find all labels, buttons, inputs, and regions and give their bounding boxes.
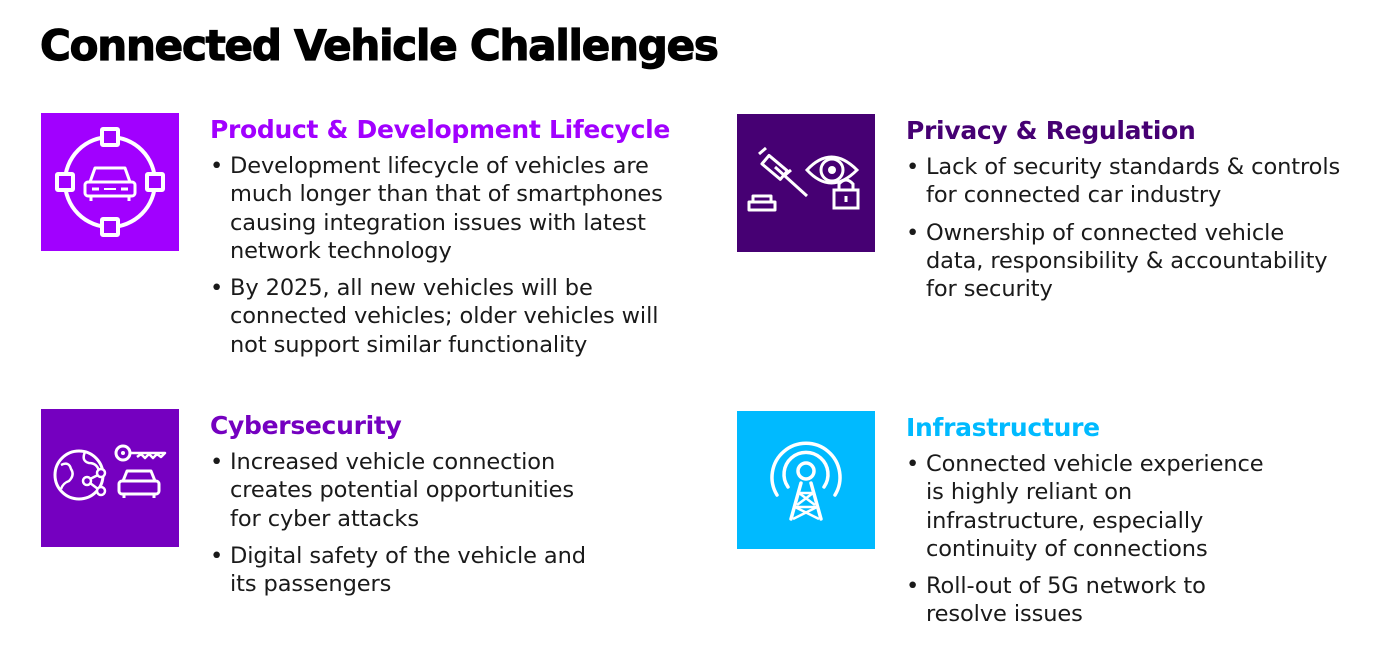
bullet-item: • Lack of security standards & controls f… (906, 154, 1341, 209)
page-title: Connected Vehicle Challenges (39, 20, 719, 70)
section-heading: Cybersecurity (210, 411, 402, 440)
section-body: Privacy & Regulation • Lack of security s… (906, 115, 1346, 312)
section-heading: Product & Development Lifecycle (210, 115, 671, 144)
bullet-list: • Lack of security standards & controls f… (906, 153, 1346, 303)
signal-tower-icon (737, 411, 875, 549)
bullet-list: • Development lifecycle of vehicles are m… (210, 152, 680, 359)
section-body: Cybersecurity • Increased vehicle connect… (210, 410, 670, 607)
bullet-item: • Digital safety of the vehicle and its p… (210, 542, 586, 598)
bullet-list: • Connected vehicle experience is highly … (906, 450, 1346, 629)
bullet-item: • By 2025, all new vehicles will be conne… (210, 275, 659, 358)
bullet-item: • Ownership of connected vehicle data, re… (906, 219, 1328, 303)
bullet-list: • Increased vehicle connection creates po… (210, 448, 670, 598)
globe-key-car-icon (41, 409, 179, 547)
gavel-eye-lock-icon (737, 114, 875, 252)
section-heading: Privacy & Regulation (906, 116, 1196, 145)
section-body: Infrastructure • Connected vehicle experi… (906, 412, 1346, 638)
bullet-item: • Roll-out of 5G network to resolve issue… (906, 573, 1206, 628)
bullet-item: • Development lifecycle of vehicles are m… (210, 153, 663, 264)
section-body: Product & Development Lifecycle • Develop… (210, 114, 680, 368)
section-heading: Infrastructure (906, 413, 1100, 442)
bullet-item: • Connected vehicle experience is highly … (906, 451, 1264, 562)
bullet-item: • Increased vehicle connection creates po… (210, 449, 575, 532)
car-lifecycle-icon (41, 113, 179, 251)
